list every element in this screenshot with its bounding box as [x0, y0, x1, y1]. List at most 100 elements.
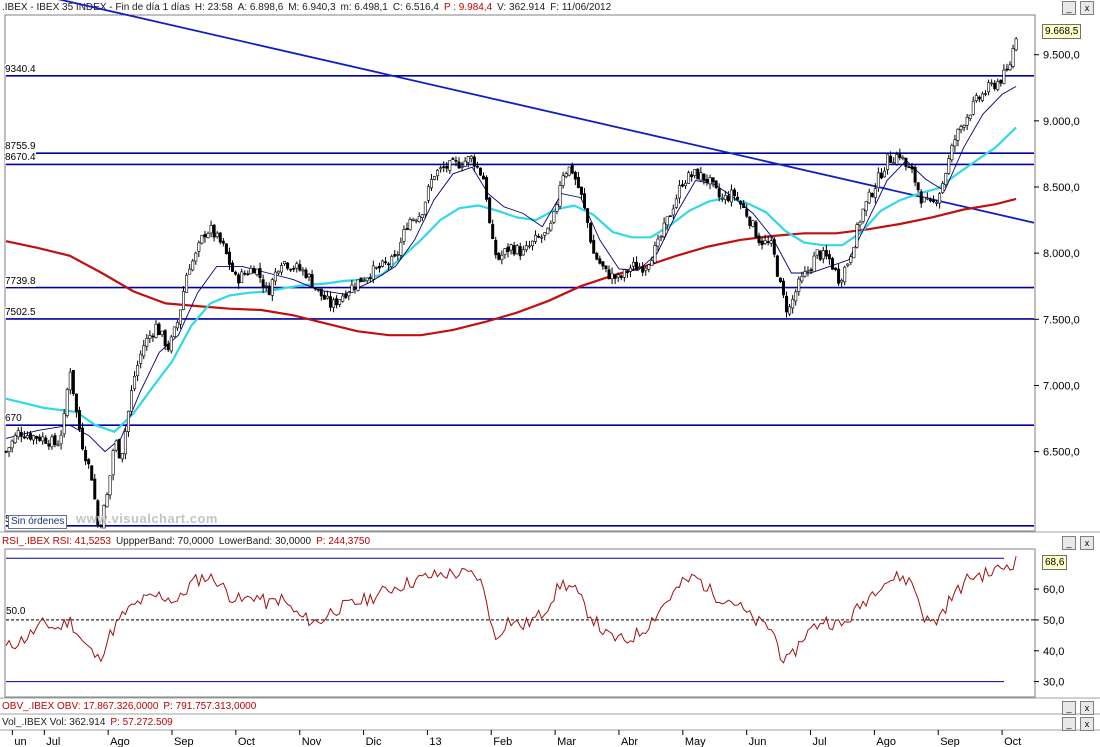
price-bar-body	[846, 263, 850, 266]
price-bar-body	[258, 268, 262, 278]
level-label: 9340.4	[5, 63, 36, 75]
price-bar-body	[169, 336, 173, 352]
rsi-header: RSI_.IBEX RSI: 41,5253 UppperBand: 70,000…	[2, 535, 375, 549]
obv-close-button[interactable]: x	[1080, 701, 1094, 715]
price-bar-body	[503, 248, 507, 255]
price-bar-body	[861, 208, 865, 222]
price-bar-body	[702, 173, 706, 181]
price-bar-body	[28, 433, 32, 440]
rsi-close-button[interactable]: x	[1080, 536, 1094, 550]
obv-minimize-button[interactable]: _	[1062, 701, 1076, 715]
price-bar-body	[950, 145, 954, 161]
price-bar-body	[677, 185, 681, 199]
price-bar-body	[534, 234, 538, 242]
price-bar-body	[987, 82, 991, 93]
price-bar-body	[215, 232, 219, 238]
price-bar-body	[530, 240, 534, 247]
price-bar-body	[717, 188, 721, 198]
price-bar-body	[653, 245, 657, 263]
ma-mid-line	[5, 126, 1017, 434]
price-bar-body	[44, 437, 48, 444]
volume-close-button[interactable]: x	[1080, 717, 1094, 731]
orders-status-badge[interactable]: Sin órdenes	[8, 515, 68, 529]
price-bar-body	[445, 165, 449, 169]
price-bar-body	[907, 166, 911, 169]
y-tick-label: 7.500,0	[1043, 314, 1080, 326]
price-bar-body	[607, 269, 611, 280]
price-bar-body	[993, 82, 997, 89]
price-bar-body	[32, 435, 36, 441]
price-bar-body	[794, 291, 798, 302]
price-bar-body	[567, 166, 571, 176]
price-bar-body	[570, 164, 574, 174]
price-bar-body	[980, 93, 984, 101]
main-minimize-button[interactable]: _	[1062, 1, 1076, 15]
price-bar-body	[365, 277, 369, 281]
price-bar-body	[595, 252, 599, 260]
price-bar-body	[818, 250, 822, 260]
price-bar-body	[139, 353, 143, 364]
price-bar-body	[399, 242, 403, 256]
price-bar-body	[680, 184, 684, 187]
price-bar-body	[469, 155, 473, 160]
price-bar-body	[693, 169, 697, 176]
price-bar-body	[665, 216, 669, 226]
price-bar-body	[368, 277, 372, 279]
rsi-minimize-button[interactable]: _	[1062, 536, 1076, 550]
price-bar-body	[586, 208, 590, 223]
price-bar-body	[984, 93, 988, 95]
y-tick-label: 7.000,0	[1043, 380, 1080, 392]
x-tick-label: Oct	[1004, 736, 1021, 747]
price-bar-body	[733, 189, 737, 197]
price-bar-body	[157, 323, 161, 336]
x-tick-label: Ago	[876, 736, 896, 747]
price-bar-body	[509, 244, 513, 251]
price-bar-body	[781, 280, 785, 296]
price-bar-body	[335, 298, 339, 306]
price-bar-body	[610, 272, 614, 280]
price-bar-body	[319, 288, 323, 297]
price-bar-body	[631, 261, 635, 267]
price-bar-body	[775, 255, 779, 277]
price-bar-body	[237, 274, 241, 284]
rsi-plot-frame	[4, 548, 1036, 698]
rsi-y-tick-label: 40,0	[1043, 646, 1064, 658]
price-bar-body	[93, 478, 97, 500]
rsi-y-tick-label: 60,0	[1043, 584, 1064, 596]
price-bar-body	[243, 272, 247, 275]
price-bar-body	[325, 295, 329, 299]
price-bar-body	[123, 431, 127, 455]
price-bar-body	[160, 330, 164, 336]
volume-minimize-button[interactable]: _	[1062, 717, 1076, 731]
price-bar-body	[87, 459, 91, 465]
obv-header: OBV_.IBEX OBV: 17.867.326,0000 P: 791.757…	[2, 700, 261, 714]
price-bar-body	[270, 279, 274, 296]
price-bar-body	[411, 218, 415, 221]
level-label: 8670.4	[5, 152, 36, 164]
price-bar-body	[166, 343, 170, 350]
price-bar-body	[182, 291, 186, 310]
price-bar-body	[341, 295, 345, 302]
price-bar-body	[736, 196, 740, 200]
price-bar-body	[212, 224, 216, 238]
price-bar-body	[760, 240, 764, 246]
price-bar-body	[133, 376, 137, 390]
price-bar-body	[393, 254, 397, 257]
price-bar-body	[267, 285, 271, 296]
price-bar-body	[59, 434, 63, 445]
price-bar-body	[102, 504, 106, 529]
price-bar-body	[47, 443, 51, 447]
price-bar-body	[154, 323, 158, 338]
price-bar-body	[359, 277, 363, 283]
price-bar-body	[512, 245, 516, 255]
price-bar-body	[292, 268, 296, 270]
price-bar-body	[601, 261, 605, 267]
x-axis: un Jul Ago Sep Oct Nov Dic 13 Feb Mar Abr May Jun Jul…	[11, 730, 1021, 747]
price-bar-body	[316, 288, 320, 291]
price-bar-body	[451, 158, 455, 160]
y-tick-label: 8.000,0	[1043, 248, 1080, 260]
price-bar-body	[619, 275, 623, 279]
rsi-y-tick-label: 30,0	[1043, 677, 1064, 689]
main-close-button[interactable]: x	[1080, 1, 1094, 15]
